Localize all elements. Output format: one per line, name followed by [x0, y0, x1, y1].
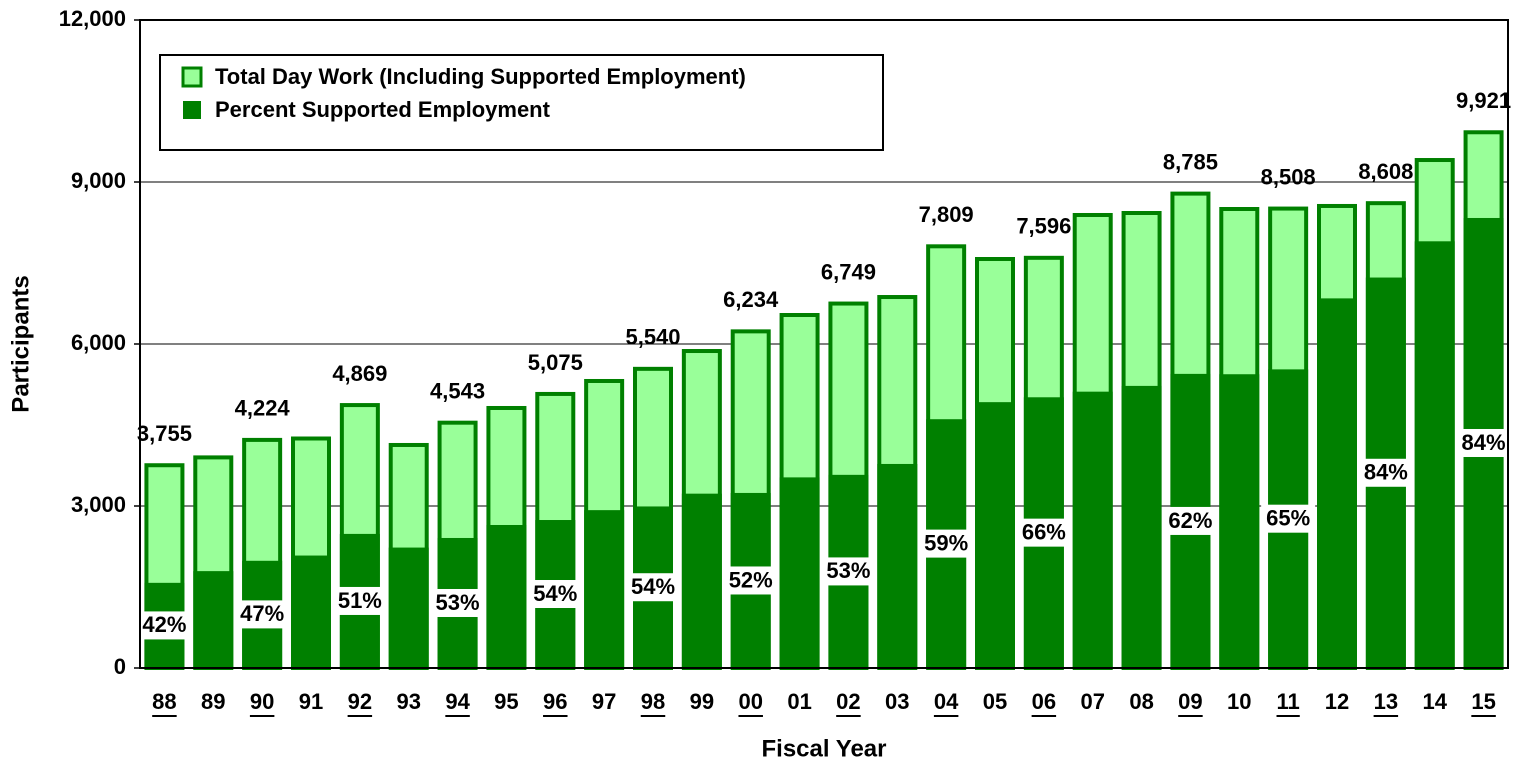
x-tick-label: 14 [1422, 689, 1447, 714]
x-tick-label: 06 [1032, 689, 1056, 714]
total-label: 4,869 [332, 361, 387, 386]
total-label: 3,755 [137, 421, 192, 446]
x-tick-label: 13 [1374, 689, 1398, 714]
x-tick-label: 09 [1178, 689, 1202, 714]
x-tick-label: 07 [1080, 689, 1104, 714]
y-tick-label: 6,000 [71, 330, 126, 355]
total-label: 6,749 [821, 259, 876, 284]
percent-label-bg [723, 566, 778, 595]
x-tick-label: 92 [348, 689, 372, 714]
percent-label: 84% [1364, 460, 1408, 485]
total-label: 4,543 [430, 378, 485, 403]
percent-label-bg [332, 586, 387, 615]
percent-label: 59% [924, 530, 968, 555]
percent-label-bg [137, 611, 192, 640]
total-label: 5,540 [625, 325, 680, 350]
x-tick-label: 10 [1227, 689, 1251, 714]
x-tick-label: 89 [201, 689, 225, 714]
total-label: 8,785 [1163, 149, 1218, 174]
supported-bar [1414, 241, 1455, 669]
x-tick-label: 95 [494, 689, 518, 714]
total-label: 7,596 [1016, 214, 1071, 239]
x-tick-label: 88 [152, 689, 176, 714]
x-tick-label: 08 [1129, 689, 1153, 714]
y-tick-label: 3,000 [71, 492, 126, 517]
x-tick-label: 98 [641, 689, 665, 714]
percent-label: 53% [436, 590, 480, 615]
x-tick-label: 91 [299, 689, 323, 714]
x-tick-label: 05 [983, 689, 1007, 714]
x-tick-label: 94 [445, 689, 470, 714]
supported-bar [779, 477, 820, 668]
supported-bar [1072, 391, 1113, 668]
percent-label-bg [1261, 504, 1316, 533]
total-label: 6,234 [723, 287, 779, 312]
percent-label: 66% [1022, 519, 1066, 544]
percent-label-bg [1163, 506, 1218, 535]
x-tick-label: 12 [1325, 689, 1349, 714]
percent-label-bg [528, 580, 583, 609]
supported-bar [388, 547, 429, 668]
y-tick-label: 9,000 [71, 168, 126, 193]
percent-label: 54% [533, 581, 577, 606]
supported-bar [681, 493, 722, 668]
percent-label-bg [919, 529, 974, 558]
x-tick-label: 03 [885, 689, 909, 714]
total-label: 8,508 [1261, 164, 1316, 189]
x-tick-label: 04 [934, 689, 959, 714]
x-tick-label: 96 [543, 689, 567, 714]
x-tick-label: 01 [787, 689, 811, 714]
supported-bar [584, 510, 625, 668]
supported-bar [1121, 385, 1162, 668]
y-tick-label: 12,000 [59, 6, 126, 31]
percent-label-bg [1456, 428, 1511, 457]
percent-label: 65% [1266, 505, 1310, 530]
x-tick-label: 02 [836, 689, 860, 714]
supported-bar [877, 463, 918, 668]
percent-label: 52% [729, 567, 773, 592]
legend-swatch [181, 66, 203, 88]
percent-label: 62% [1168, 508, 1212, 533]
y-axis-label: Participants [7, 275, 34, 412]
x-tick-label: 97 [592, 689, 616, 714]
total-label: 9,921 [1456, 88, 1511, 113]
percent-label-bg [1016, 518, 1071, 547]
legend-box [159, 54, 884, 151]
total-label: 7,809 [919, 202, 974, 227]
x-tick-label: 11 [1277, 689, 1300, 714]
x-axis-label: Fiscal Year [762, 735, 887, 762]
x-tick-label: 93 [396, 689, 420, 714]
plot-frame [139, 19, 1509, 669]
x-tick-label: 90 [250, 689, 274, 714]
supported-bar [1219, 374, 1260, 668]
percent-label: 47% [240, 601, 284, 626]
legend-label: Percent Supported Employment [215, 97, 551, 122]
percent-label: 42% [142, 612, 186, 637]
percent-label: 54% [631, 574, 675, 599]
percent-label-bg [235, 600, 290, 629]
percent-label: 51% [338, 588, 382, 613]
percent-label: 84% [1462, 430, 1506, 455]
y-tick-label: 0 [114, 654, 126, 679]
supported-bar [291, 555, 331, 668]
percent-label-bg [1358, 458, 1413, 487]
supported-bar [486, 524, 527, 668]
percent-label: 53% [826, 558, 870, 583]
supported-bar [193, 571, 234, 668]
x-tick-label: 15 [1471, 689, 1495, 714]
x-tick-label: 99 [690, 689, 714, 714]
percent-label-bg [430, 588, 485, 617]
total-label: 4,224 [235, 396, 291, 421]
legend-label: Total Day Work (Including Supported Empl… [215, 64, 746, 89]
supported-bar [975, 402, 1015, 668]
total-label: 8,608 [1358, 159, 1413, 184]
supported-bar [1317, 298, 1357, 668]
x-tick-label: 00 [738, 689, 762, 714]
percent-label-bg [821, 557, 876, 586]
legend-swatch [183, 101, 201, 119]
percent-label-bg [626, 573, 680, 602]
total-label: 5,075 [528, 350, 583, 375]
